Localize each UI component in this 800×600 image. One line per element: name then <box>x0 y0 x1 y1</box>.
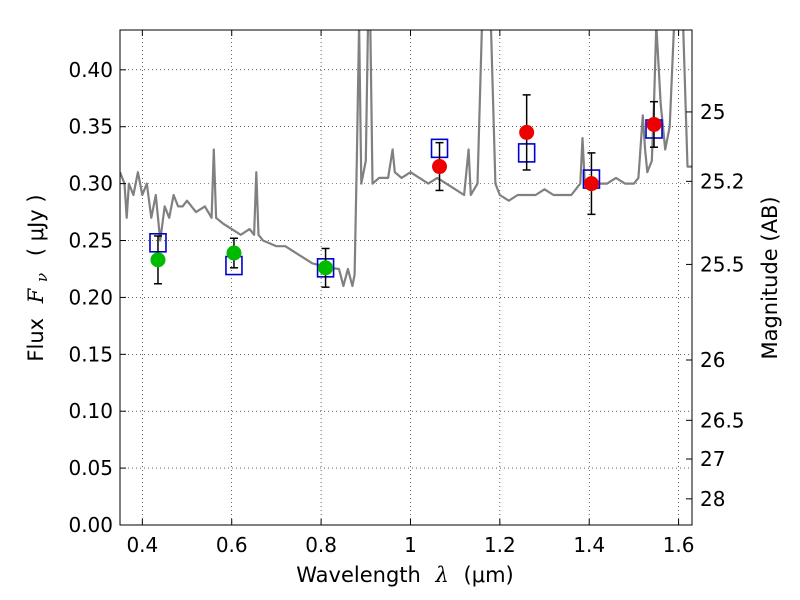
x-tick-label: 1 <box>404 533 417 557</box>
x-tick-label: 1.4 <box>573 533 605 557</box>
x-axis-title: Wavelength λ (μm) <box>296 563 513 587</box>
y2-tick-label: 26 <box>700 348 725 372</box>
x-tick-label: 0.6 <box>216 533 248 557</box>
y-axis-title: Flux F ν ( μJy ) <box>24 194 52 361</box>
x-tick-label: 1.2 <box>484 533 516 557</box>
spectrum-path <box>120 30 692 288</box>
plot-frame <box>119 29 693 526</box>
y2-tick-label: 25 <box>700 100 725 124</box>
photometry-point <box>646 116 662 132</box>
y-tick-label: 0.40 <box>68 58 113 82</box>
y2-tick-label: 25.5 <box>700 252 745 276</box>
y2-tick-label: 26.5 <box>700 408 745 432</box>
photometry-point <box>519 124 535 140</box>
photometry-point <box>432 159 448 175</box>
y-tick-label: 0.30 <box>68 172 113 196</box>
grid-lines <box>120 30 692 526</box>
spectrum-line <box>120 30 692 288</box>
y-tick-label: 0.00 <box>68 513 113 537</box>
photometry-point <box>583 176 599 192</box>
photometry-point <box>318 260 334 276</box>
photometry-point <box>226 245 242 261</box>
y-tick-label: 0.15 <box>68 342 113 366</box>
x-tick-label: 0.4 <box>126 533 158 557</box>
y-tick-label: 0.25 <box>68 229 113 253</box>
photometry-point <box>150 252 166 268</box>
y2-axis-title: Magnitude (AB) <box>758 196 782 359</box>
y2-tick-label: 25.2 <box>700 169 745 193</box>
x-tick-label: 1.6 <box>663 533 695 557</box>
y2-tick-label: 27 <box>700 447 725 471</box>
y-tick-label: 0.10 <box>68 399 113 423</box>
axis-ticks: 0.4 0.6 0.8 1 1.2 1.4 1.6 0.00 0.05 0.10 0.15 0.20 0… <box>68 30 745 557</box>
y2-tick-label: 28 <box>700 487 725 511</box>
data-markers <box>149 94 663 288</box>
y-tick-label: 0.35 <box>68 115 113 139</box>
y-tick-label: 0.20 <box>68 285 113 309</box>
y-tick-label: 0.05 <box>68 456 113 480</box>
x-tick-label: 0.8 <box>305 533 337 557</box>
